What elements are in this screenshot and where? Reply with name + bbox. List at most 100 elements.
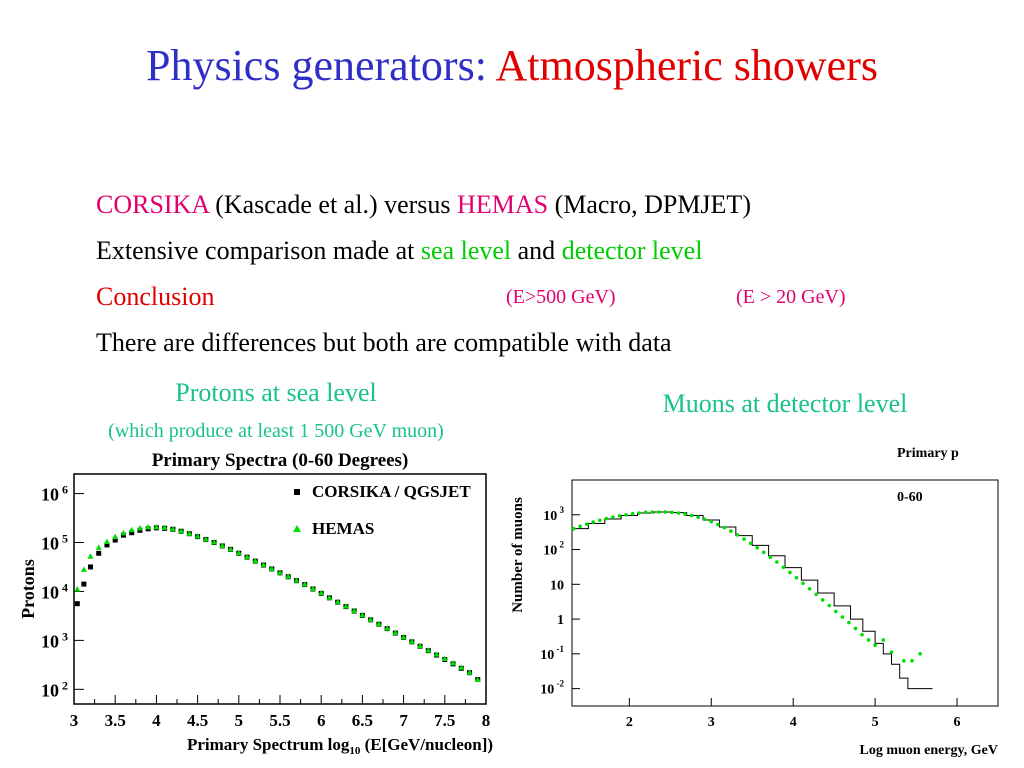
muon-data-point [901,659,906,663]
hemas-point [244,553,251,560]
hemas-point [301,581,308,587]
muon-data-point [716,522,720,527]
hemas-point [161,524,168,530]
muon-data-point [775,560,779,564]
left-y-tick-label: 10 3 [41,629,68,651]
right-y-tick-label: 10 2 [543,540,564,559]
muon-data-point [860,632,864,637]
right-x-tick-label: 4 [790,715,797,730]
muon-data-point [702,517,707,522]
left-x-tick-label: 5.5 [269,711,290,730]
hemas-point [145,523,152,530]
right-y-tick-label-exp: -2 [554,679,564,689]
line2-text-a: Extensive comparison made at [96,236,421,265]
muon-data-point [617,514,622,518]
muon-data-point [866,638,871,642]
corsika-point [112,537,118,543]
muon-data-point [598,518,602,523]
left-x-tick-label: 7 [399,711,408,730]
right-plot-frame [571,479,999,707]
left-y-tick-label-exp: 6 [59,483,68,497]
muon-data-point [781,565,786,570]
hemas-point [474,676,481,683]
muon-data-point [881,638,886,642]
conclusion-text: Conclusion [96,282,215,311]
title-part1: Physics generators: [145,41,487,90]
hemas-point [326,594,333,600]
line1-text-a: (Kascade et al.) versus [208,190,458,219]
bullet-line-4: There are differences but both are compa… [96,328,672,357]
hemas-point [87,553,94,559]
right-y-tick-label: 10 -2 [540,679,564,698]
right-x-tick-label: 6 [954,715,961,730]
hemas-point [103,538,110,545]
left-y-tick-label-base: 10 [41,631,59,651]
left-y-tick-label: 10 6 [41,483,68,505]
hemas-point [441,655,448,661]
left-y-tick-label: 10 2 [41,678,68,700]
slide-title: Physics generators: Atmospheric showers [0,40,1024,92]
muon-data-point [889,650,894,654]
muon-data-point [873,643,877,647]
hemas-point [268,565,275,571]
hemas-point [392,629,399,636]
hemas-point [342,603,349,609]
muons-energy-chart: Primary p 0-60 Number of muons Log muon … [510,446,999,758]
left-y-tick-label-exp: 5 [59,532,68,546]
bullet-line-3: Conclusion (E>500 GeV) (E > 20 GeV) [96,274,846,320]
muon-data-point [820,598,825,602]
right-chart-heading: Muons at detector level [662,389,908,418]
corsika-point [104,542,110,548]
hemas-point [260,561,267,568]
energy-cut-500: (E>500 GeV) [506,286,616,308]
right-y-tick-label-base: 10 [540,683,554,698]
muon-data-point [748,541,753,546]
sea-level-text: sea level [420,236,512,265]
legend-marker-hemas [293,525,301,532]
right-y-tick-label-base: 10 [540,648,554,663]
hemas-point [95,544,102,550]
muon-data-point [637,511,641,515]
corsika-point [74,601,80,607]
muon-data-point [663,510,668,514]
muon-data-point [910,659,914,663]
right-y-tick-label: 1 [557,613,564,628]
left-x-axis-label: Primary Spectrum log10 (E[GeV/nucleon]) [187,735,493,757]
hemas-point [351,607,358,614]
corsika-text: CORSIKA [96,190,209,219]
left-x-tick-label: 4.5 [187,711,208,730]
muon-data-point [794,575,799,580]
left-x-tick-label: 3.5 [105,711,126,730]
hemas-point [408,638,415,644]
muon-data-point [670,510,674,515]
hemas-point [74,586,81,592]
right-y-tick-label: 10 -1 [540,644,564,663]
muon-data-point [735,533,740,537]
left-plot-frame [73,473,487,705]
annotation-angle-range: 0-60 [897,490,923,505]
left-x-tick-label: 7.5 [434,711,455,730]
muon-data-point [643,510,648,515]
muon-data-point [833,609,838,614]
corsika-point [81,581,87,587]
legend-marker-corsika [294,489,300,495]
hemas-point [309,585,316,592]
muon-data-point [761,550,766,555]
hemas-point [136,524,143,531]
hemas-point [375,620,382,627]
right-y-tick-label-base: 10 [543,544,557,559]
hemas-point [417,642,424,649]
muon-data-point [918,652,922,656]
left-x-label-main: Primary Spectrum log [187,735,350,754]
muon-data-point [827,603,832,608]
right-y-tick-label-exp: -1 [554,644,564,654]
hemas-point [112,533,119,540]
left-y-tick-label-base: 10 [41,582,59,602]
muon-data-point [814,592,818,597]
muon-data-point [591,520,596,524]
muon-data-point [676,511,681,515]
hemas-point [153,523,160,530]
line2-text-b: and [511,236,562,265]
muon-data-point [807,587,812,591]
left-y-tick-label-base: 10 [41,680,59,700]
